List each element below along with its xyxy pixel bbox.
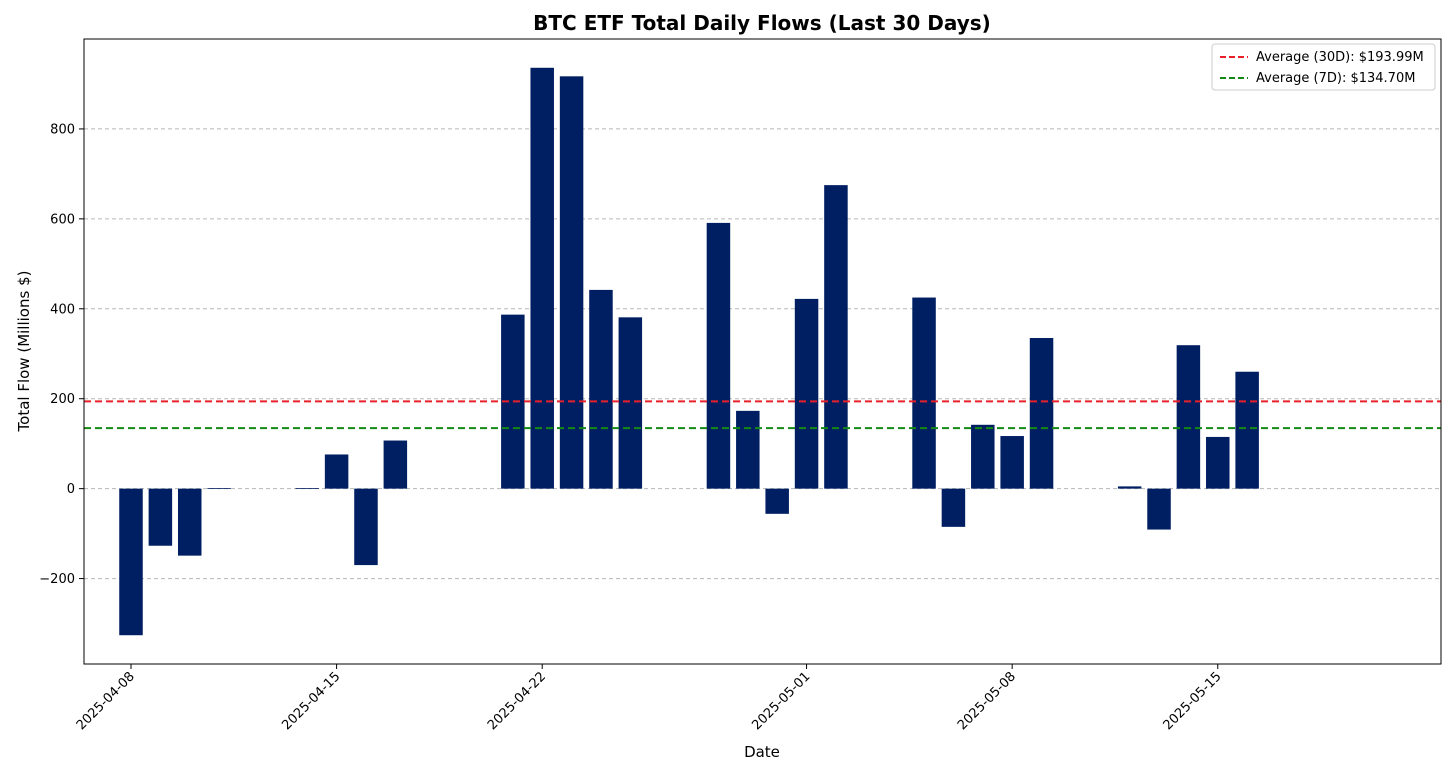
- x-tick-label: 2025-04-15: [279, 669, 343, 733]
- bar: [1206, 436, 1230, 489]
- bar: [1000, 436, 1024, 489]
- bar: [765, 488, 789, 514]
- legend: Average (30D): $193.99M Average (7D): $1…: [1211, 43, 1436, 91]
- bar: [1117, 486, 1142, 489]
- bar: [736, 410, 760, 489]
- y-tick-label: 0: [67, 482, 75, 497]
- grid-layer: [84, 128, 1441, 580]
- bar: [618, 317, 643, 489]
- bar: [1176, 345, 1201, 489]
- x-tick-label: 2025-05-15: [1161, 669, 1225, 733]
- x-tick-label: 2025-04-08: [74, 669, 138, 733]
- bar: [324, 454, 349, 489]
- bar: [148, 488, 173, 546]
- bar: [295, 488, 319, 489]
- bar: [530, 67, 554, 489]
- bar: [706, 222, 731, 489]
- plot-frame: [83, 38, 1442, 665]
- bar: [207, 488, 231, 489]
- bar: [912, 297, 936, 489]
- bar: [824, 185, 848, 489]
- chart-title: BTC ETF Total Daily Flows (Last 30 Days): [533, 11, 991, 35]
- bar: [177, 488, 202, 556]
- bar: [354, 488, 378, 566]
- bar: [589, 289, 613, 489]
- bar: [1235, 371, 1259, 489]
- bar: [794, 298, 819, 489]
- average-lines-layer: [84, 400, 1441, 430]
- bar: [1029, 338, 1054, 489]
- y-tick-label: 200: [50, 392, 75, 407]
- bar: [1147, 488, 1171, 530]
- legend-label-30d-average: Average (30D): $193.99M: [1256, 50, 1424, 65]
- bar: [941, 488, 966, 527]
- y-tick-label: −200: [39, 572, 75, 587]
- legend-label-7d-average: Average (7D): $134.70M: [1256, 71, 1415, 86]
- y-axis-label: Total Flow (Millions $): [15, 271, 33, 433]
- bar: [501, 314, 525, 489]
- bar: [559, 76, 584, 489]
- bar: [971, 424, 995, 489]
- x-tick-label: 2025-04-22: [485, 669, 549, 733]
- y-tick-label: 800: [50, 122, 75, 137]
- x-tick-label: 2025-05-01: [749, 669, 813, 733]
- bar-layer: [119, 67, 1259, 636]
- bar: [383, 440, 408, 489]
- x-tick-label: 2025-05-08: [955, 669, 1019, 733]
- y-tick-label: 600: [50, 212, 75, 227]
- bar: [119, 488, 143, 636]
- y-tick-label: 400: [50, 302, 75, 317]
- x-axis-label: Date: [744, 743, 780, 761]
- legend-box: [1211, 43, 1436, 91]
